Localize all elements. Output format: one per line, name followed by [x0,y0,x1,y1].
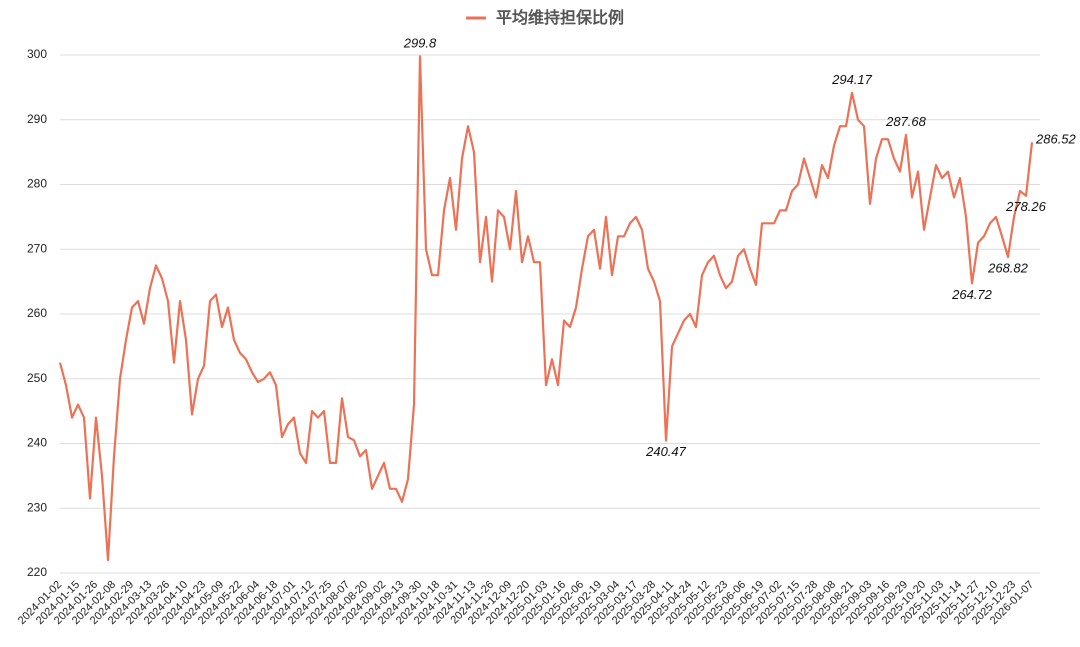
y-tick-label: 260 [27,306,47,320]
data-label: 240.47 [645,444,687,459]
data-label: 268.82 [987,260,1029,275]
y-tick-label: 230 [27,500,47,514]
legend-label: 平均维持担保比例 [496,8,624,27]
legend: 平均维持担保比例 [466,8,624,27]
y-tick-label: 280 [27,177,47,191]
data-label: 294.17 [831,72,873,87]
y-tick-label: 240 [27,436,47,450]
y-tick-label: 290 [27,112,47,126]
y-tick-label: 270 [27,241,47,255]
y-tick-label: 300 [27,47,47,61]
y-tick-label: 250 [27,371,47,385]
data-label: 264.72 [951,287,993,302]
data-label: 278.26 [1005,199,1047,214]
data-label: 286.52 [1035,132,1077,147]
data-label: 299.8 [403,36,437,51]
data-label: 287.68 [885,114,927,129]
y-tick-label: 220 [27,565,47,579]
series-line [58,55,1034,562]
